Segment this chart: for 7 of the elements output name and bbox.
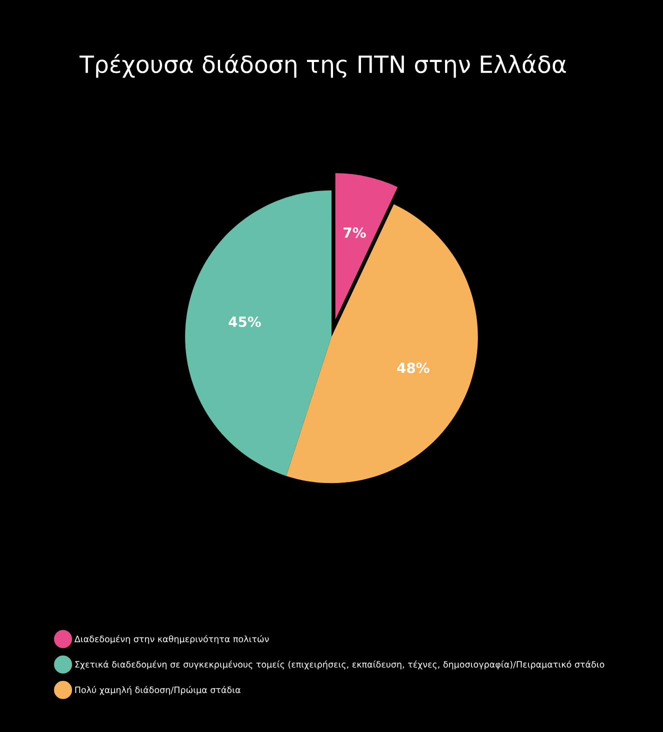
legend-label: Σχετικά διαδεδομένη σε συγκεκριμένους τομείς (επιχειρήσεις, εκπαίδευση, τέχνες, δημοσιογραφία)/Πειραματικό στάδιο <box>75 660 604 670</box>
legend-label: Διαδεδομένη στην καθημερινότητα πολιτών <box>74 635 269 644</box>
chart-title: Τρέχουσα διάδοση της ΠΤΝ στην Ελλάδα <box>79 54 566 78</box>
data-label: 45% <box>228 316 261 328</box>
legend-label: Πολύ χαμηλή διάδοση/Πρώιμα στάδια <box>75 686 240 695</box>
data-label: 48% <box>397 362 430 374</box>
data-label: 7% <box>344 227 366 238</box>
